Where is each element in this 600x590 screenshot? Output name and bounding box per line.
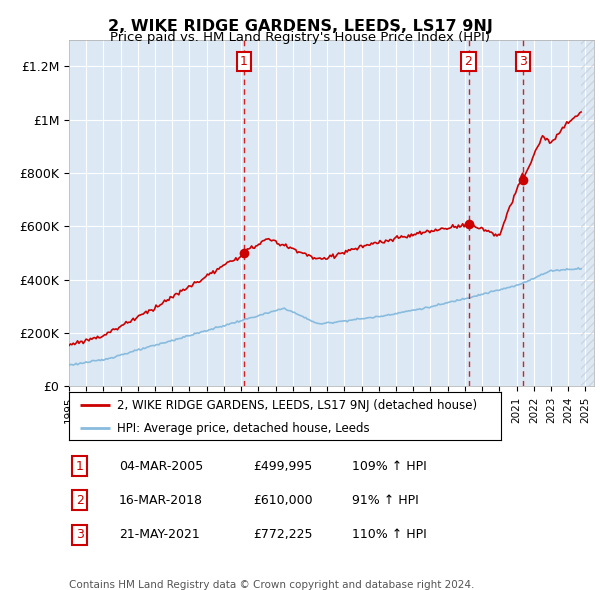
Text: 04-MAR-2005: 04-MAR-2005 [119, 460, 203, 473]
Text: £610,000: £610,000 [253, 494, 313, 507]
Text: Contains HM Land Registry data © Crown copyright and database right 2024.
This d: Contains HM Land Registry data © Crown c… [69, 580, 475, 590]
Text: 21-MAY-2021: 21-MAY-2021 [119, 528, 199, 541]
Text: 2: 2 [76, 494, 84, 507]
Text: £499,995: £499,995 [253, 460, 312, 473]
Text: 3: 3 [76, 528, 84, 541]
Bar [581, 40, 594, 386]
Text: 2, WIKE RIDGE GARDENS, LEEDS, LS17 9NJ (detached house): 2, WIKE RIDGE GARDENS, LEEDS, LS17 9NJ (… [116, 399, 476, 412]
Text: £772,225: £772,225 [253, 528, 313, 541]
Text: 1: 1 [240, 55, 248, 68]
Text: Price paid vs. HM Land Registry's House Price Index (HPI): Price paid vs. HM Land Registry's House … [110, 31, 490, 44]
Text: 91% ↑ HPI: 91% ↑ HPI [352, 494, 419, 507]
Text: 110% ↑ HPI: 110% ↑ HPI [352, 528, 427, 541]
Text: 109% ↑ HPI: 109% ↑ HPI [352, 460, 427, 473]
Text: 3: 3 [519, 55, 527, 68]
Text: 2: 2 [464, 55, 472, 68]
Text: 1: 1 [76, 460, 84, 473]
Text: 16-MAR-2018: 16-MAR-2018 [119, 494, 203, 507]
Text: HPI: Average price, detached house, Leeds: HPI: Average price, detached house, Leed… [116, 421, 369, 435]
Text: 2, WIKE RIDGE GARDENS, LEEDS, LS17 9NJ: 2, WIKE RIDGE GARDENS, LEEDS, LS17 9NJ [107, 19, 493, 34]
